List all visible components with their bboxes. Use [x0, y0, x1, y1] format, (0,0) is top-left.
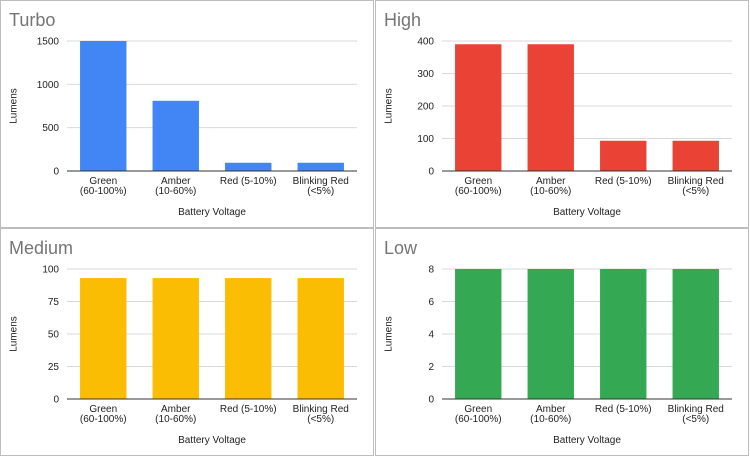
- y-tick-label: 200: [417, 102, 434, 113]
- x-tick-label: Red (5-10%): [220, 404, 277, 415]
- y-tick-label: 0: [428, 395, 434, 406]
- chart-title: Medium: [9, 238, 73, 258]
- x-tick-label: Red (5-10%): [595, 404, 652, 415]
- x-tick-label: Amber (10-60%): [530, 404, 571, 425]
- y-tick-label: 0: [53, 167, 59, 178]
- y-tick-label: 400: [417, 37, 434, 48]
- chart-panel-medium: Medium 0 25 50 75 100 Green (60-100%) Amber (10-6…: [0, 228, 374, 456]
- y-axis-label: Lumens: [384, 88, 395, 124]
- x-tick-label: Blinking Red (<5%): [668, 404, 724, 425]
- y-tick-label: 4: [428, 330, 434, 341]
- bar-turbo-4: [297, 162, 344, 171]
- y-tick-label: 500: [42, 123, 59, 134]
- x-tick-label: Green (60-100%): [455, 404, 502, 425]
- x-tick-label: Green (60-100%): [80, 404, 127, 425]
- x-axis-label: Battery Voltage: [553, 207, 621, 218]
- x-axis-label: Battery Voltage: [178, 435, 246, 446]
- bar-medium-3: [225, 278, 272, 399]
- bar-medium-4: [297, 278, 344, 399]
- y-axis-label: Lumens: [384, 316, 395, 352]
- chart-title: Low: [384, 238, 418, 258]
- x-tick-label: Amber (10-60%): [530, 176, 571, 197]
- x-tick-label: Green (60-100%): [455, 176, 502, 197]
- bar-high-3: [600, 140, 647, 171]
- chart-turbo-svg: Turbo 0 500 1000 1500 Green (60-100%) Amber (10-…: [9, 10, 357, 218]
- y-tick-label: 0: [53, 395, 59, 406]
- y-axis-label: Lumens: [9, 88, 20, 124]
- x-tick-label: Amber (10-60%): [155, 176, 196, 197]
- chart-panel-high: High 0 100 200 300 400 Green (60-100%) Amber (10-…: [375, 0, 749, 228]
- chart-high-svg: High 0 100 200 300 400 Green (60-100%) Amber (10-…: [384, 10, 732, 218]
- chart-panel-turbo: Turbo 0 500 1000 1500 Green (60-100%) Amber (10-…: [0, 0, 374, 228]
- x-axis-label: Battery Voltage: [553, 435, 621, 446]
- y-tick-label: 8: [428, 265, 434, 276]
- y-tick-label: 6: [428, 297, 434, 308]
- bar-low-4: [672, 269, 719, 399]
- bar-high-4: [672, 140, 719, 171]
- y-tick-label: 100: [42, 265, 59, 276]
- x-tick-label: Green (60-100%): [80, 176, 127, 197]
- x-axis-label: Battery Voltage: [178, 207, 246, 218]
- chart-panel-low: Low 0 2 4 6 8 Green (60-100%) Amber (10-60%) Red (…: [375, 228, 749, 456]
- y-axis-label: Lumens: [9, 316, 20, 352]
- bar-turbo-1: [80, 41, 127, 171]
- bar-medium-2: [152, 278, 199, 399]
- y-tick-label: 2: [428, 362, 434, 373]
- x-tick-label: Red (5-10%): [220, 176, 277, 187]
- x-tick-label: Blinking Red (<5%): [293, 404, 349, 425]
- bar-low-1: [455, 269, 502, 399]
- chart-medium-svg: Medium 0 25 50 75 100 Green (60-100%) Amber (10-6…: [9, 238, 357, 446]
- y-tick-label: 50: [48, 330, 60, 341]
- x-tick-label: Red (5-10%): [595, 176, 652, 187]
- bar-low-2: [527, 269, 574, 399]
- chart-title: High: [384, 10, 421, 30]
- bar-high-1: [455, 44, 502, 171]
- y-tick-label: 100: [417, 134, 434, 145]
- y-tick-label: 75: [48, 297, 60, 308]
- bar-low-3: [600, 269, 647, 399]
- bar-turbo-3: [225, 162, 272, 171]
- x-tick-label: Blinking Red (<5%): [293, 176, 349, 197]
- bar-medium-1: [80, 278, 127, 399]
- bar-high-2: [527, 44, 574, 171]
- y-tick-label: 300: [417, 69, 434, 80]
- x-tick-label: Amber (10-60%): [155, 404, 196, 425]
- bar-turbo-2: [152, 100, 199, 171]
- y-tick-label: 0: [428, 167, 434, 178]
- y-tick-label: 1000: [37, 80, 60, 91]
- x-tick-label: Blinking Red (<5%): [668, 176, 724, 197]
- y-tick-label: 25: [48, 362, 60, 373]
- chart-low-svg: Low 0 2 4 6 8 Green (60-100%) Amber (10-60%) Red (…: [384, 238, 732, 446]
- y-tick-label: 1500: [37, 37, 60, 48]
- chart-title: Turbo: [9, 10, 55, 30]
